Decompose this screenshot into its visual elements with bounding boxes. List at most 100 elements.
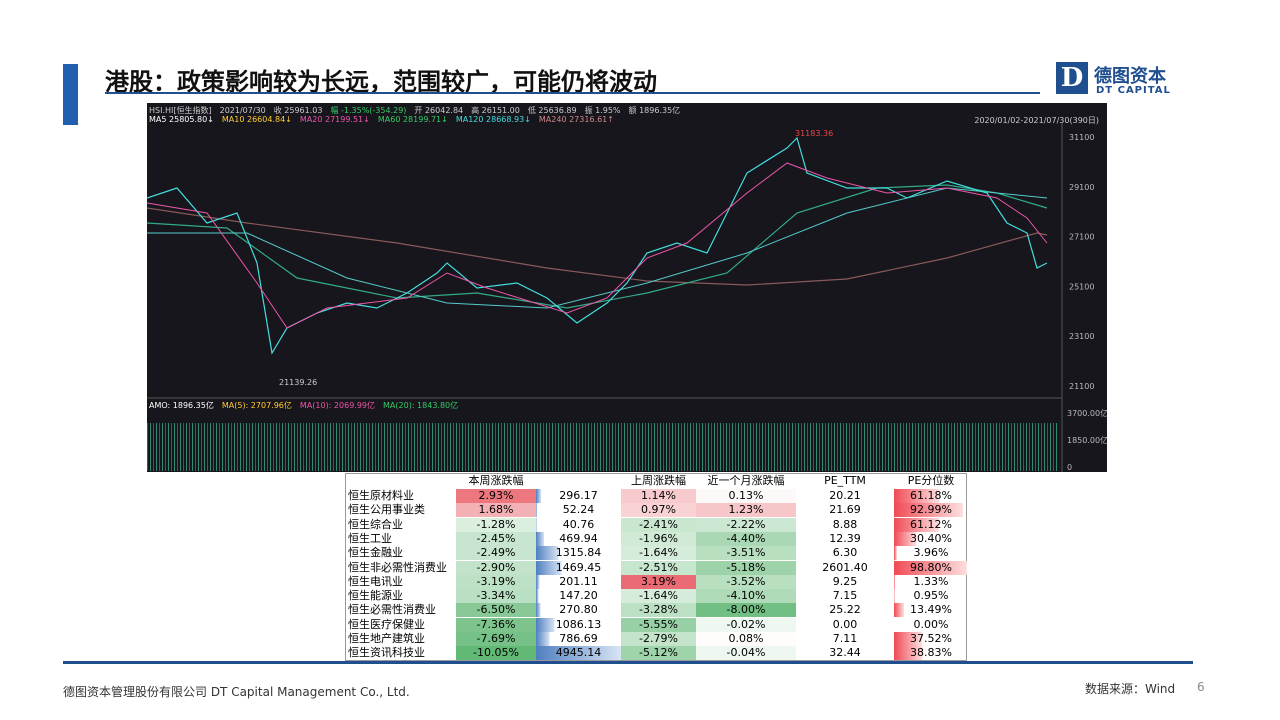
price-line [147, 136, 1048, 355]
table-cell: -3.51% [696, 546, 796, 561]
info-item: HSI.HI[恒生指数] [149, 106, 212, 115]
info-item: 收 25961.03 [273, 106, 323, 115]
chart-lines: 31183.36 21139.26 31100 29100 27100 25100 23… [147, 123, 1107, 472]
table-cell: 0.13% [696, 489, 796, 503]
price-tick: 23100 [1069, 332, 1094, 341]
table-cell: -2.49% [456, 546, 536, 561]
logo-mark: D [1056, 62, 1088, 94]
table-cell: 2601.40 [822, 560, 868, 574]
table-cell: -1.28% [456, 517, 536, 532]
footer-company: 德图资本管理股份有限公司 DT Capital Management Co., … [63, 685, 410, 699]
footer-source: 数据来源：Wind [1085, 682, 1176, 696]
volume-item: MA(20): 1843.80亿 [383, 401, 459, 410]
table-cell: 1.14% [621, 489, 696, 503]
table-cell: -3.28% [621, 603, 696, 618]
table-cell: 61.12% [894, 517, 968, 532]
table-cell: 13.49% [894, 603, 968, 618]
header-cell: 本周涨跌幅 [468, 474, 524, 487]
table-cell: 38.83% [894, 646, 968, 661]
table-cell: -5.55% [621, 617, 696, 632]
table-cell: 37.52% [894, 632, 968, 646]
table-cell: 1.68% [456, 503, 536, 518]
table-cell: 40.76 [536, 517, 621, 532]
table-cell: -4.40% [696, 531, 796, 546]
table-cell: 3.19% [621, 574, 696, 589]
table-cell: 恒生医疗保健业 [348, 617, 425, 631]
table-cell: -3.19% [456, 574, 536, 589]
table-cell: 1.33% [894, 574, 968, 589]
table-cell: 30.40% [894, 531, 968, 546]
volume-item: MA(5): 2707.96亿 [221, 401, 292, 410]
table-cell: 1469.45 [536, 560, 621, 575]
table-cell: 92.99% [894, 503, 968, 518]
price-tick: 25100 [1069, 282, 1094, 291]
table-cell: 恒生工业 [348, 531, 392, 545]
price-tick: 29100 [1069, 183, 1094, 192]
volume-bars [147, 423, 1059, 471]
volume-item: AMO: 1896.35亿 [149, 401, 214, 410]
table-cell: 0.08% [728, 632, 764, 645]
table-cell: 52.24 [536, 503, 621, 518]
table-cell: 恒生资讯科技业 [348, 646, 425, 660]
table-cell: -0.04% [696, 646, 796, 661]
table-cell: -0.02% [696, 617, 796, 632]
table-cell: 6.30 [832, 546, 858, 560]
table-cell: 2.93% [456, 489, 536, 503]
table-cell: 恒生地产建筑业 [348, 632, 425, 645]
table-cell: -7.36% [456, 617, 536, 632]
table-cell: -4.10% [696, 589, 796, 604]
logo-name: 德图资本 [1094, 66, 1166, 87]
table-cell: 1086.13 [536, 617, 621, 632]
volume-tick: 1850.00亿 [1067, 435, 1107, 445]
table-cell: -2.45% [456, 531, 536, 546]
table-cell: 恒生电讯业 [348, 574, 403, 588]
table-cell: -2.79% [621, 632, 696, 646]
header-cell: 近一个月涨跌幅 [707, 474, 785, 487]
table-cell: 8.88 [832, 517, 858, 531]
accent-bar [63, 64, 78, 125]
price-tick: 31100 [1069, 133, 1094, 142]
high-label: 31183.36 [795, 129, 833, 138]
table-cell: 0.00% [894, 617, 968, 632]
slide-title: 港股：政策影响较为长远，范围较广，可能仍将波动 [105, 68, 657, 96]
table-cell: 25.22 [829, 603, 861, 617]
ma-item: MA20 27199.51↓ [299, 115, 370, 124]
ma120-line [147, 187, 1048, 309]
table-cell: 恒生必需性消费业 [348, 603, 436, 617]
ma-item: MA5 25805.80↓ [149, 115, 214, 124]
table-cell: 9.25 [832, 574, 858, 588]
table-cell: 0.95% [894, 589, 968, 604]
table-cell: 恒生综合业 [348, 517, 403, 531]
table-cell: 恒生公用事业类 [348, 503, 425, 517]
table-cell: 12.39 [829, 531, 861, 545]
table-cell: -2.41% [621, 517, 696, 532]
ma-item: MA120 28668.93↓ [455, 115, 531, 124]
title-rule [105, 92, 1040, 94]
table-cell: 786.69 [536, 632, 621, 646]
ma20-line [147, 162, 1048, 329]
ma60-line [147, 184, 1048, 309]
table-cell: -1.64% [621, 546, 696, 561]
logo-sub: DT CAPITAL [1096, 85, 1171, 96]
info-item: 幅 -1.35%(-354.29) [330, 106, 407, 115]
index-chart: HSI.HI[恒生指数] 2021/07/30 收 25961.03 幅 -1.35%… [147, 103, 1107, 472]
table-cell: -8.00% [696, 603, 796, 618]
info-item: 振 1.95% [584, 106, 621, 115]
ma-item: MA10 26604.84↓ [221, 115, 292, 124]
table-cell: -3.34% [456, 589, 536, 604]
price-tick: 21100 [1069, 382, 1094, 391]
table-cell: 296.17 [536, 489, 621, 503]
table-cell: -2.22% [696, 517, 796, 532]
info-item: 高 26151.00 [471, 106, 520, 115]
info-item: 低 25636.89 [527, 106, 577, 115]
header-cell: PE分位数 [907, 474, 955, 487]
footer-rule [63, 661, 1193, 664]
table-cell: 0.97% [621, 503, 696, 518]
table-cell: 21.69 [829, 503, 861, 517]
header-cell: 上周涨跌幅 [631, 474, 686, 487]
table-cell: -1.64% [621, 589, 696, 604]
ma-item: MA60 28199.71↓ [377, 115, 448, 124]
table-cell: 201.11 [536, 574, 621, 589]
table-cell: 7.11 [832, 632, 858, 645]
